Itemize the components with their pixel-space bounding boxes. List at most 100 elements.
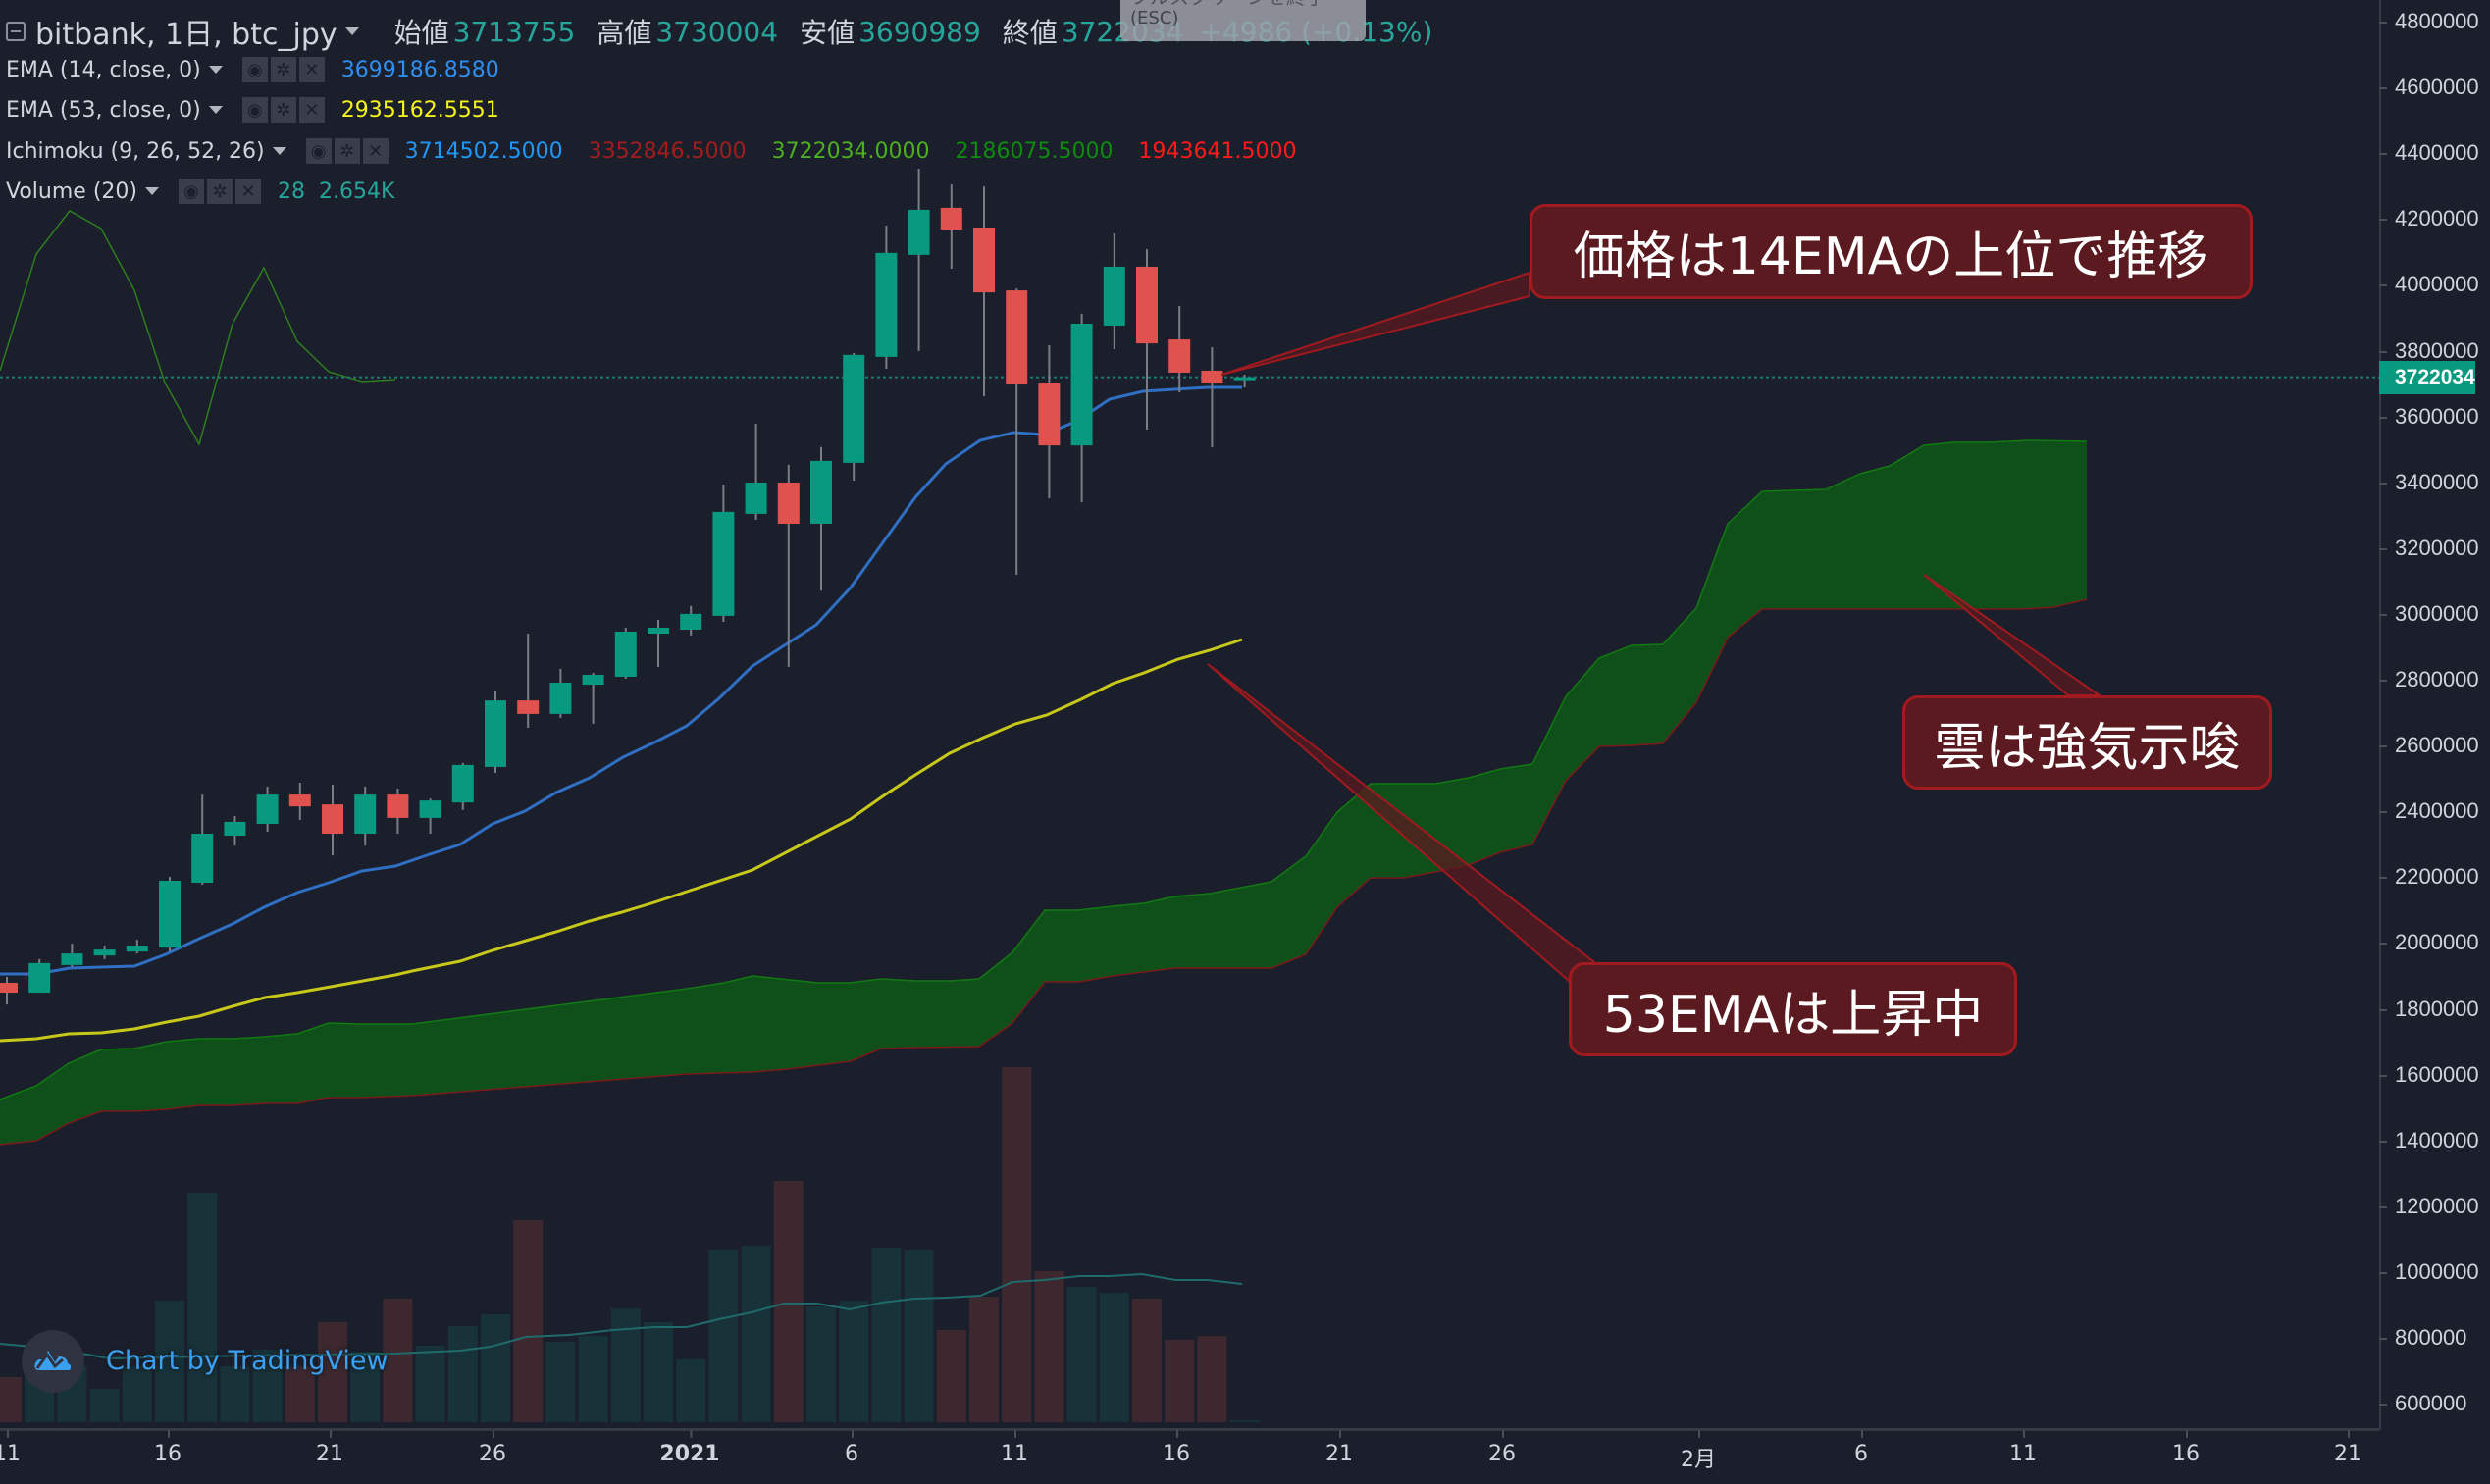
volume-bar [220, 1366, 250, 1422]
close-icon[interactable]: ✕ [298, 97, 325, 123]
volume-bar [969, 1297, 999, 1422]
tradingview-logo-icon[interactable] [22, 1330, 84, 1393]
candle-body [777, 483, 800, 524]
current-price-label: 3722034 [2379, 361, 2475, 394]
close-icon[interactable]: ✕ [298, 57, 325, 82]
eye-icon[interactable]: ◉ [178, 179, 204, 204]
volume-bar [545, 1342, 576, 1422]
volume-bar [383, 1299, 413, 1422]
price-tick-label: 4400000 [2379, 140, 2479, 166]
volume-bar [676, 1359, 706, 1422]
gear-icon[interactable]: ✲ [270, 57, 296, 82]
tooltip-text: フルスクリーンを終了 [1130, 0, 1356, 8]
volume-bar [285, 1366, 315, 1422]
candle-body [28, 962, 51, 994]
chevron-down-icon[interactable] [208, 66, 223, 74]
candle-body [322, 804, 343, 835]
close-icon[interactable]: ✕ [234, 179, 261, 204]
price-tick-label: 600000 [2378, 1391, 2466, 1416]
ichimoku-lagging-value: 3722034.0000 [771, 138, 930, 164]
symbol-title[interactable]: bitbank, 1日, btc_jpy [35, 18, 337, 52]
volume-bar [1034, 1271, 1064, 1422]
ohlc-open-label: 始値 [393, 17, 449, 49]
ohlc-high-label: 高値 [597, 17, 652, 49]
indicator-name[interactable]: Volume (20) [6, 179, 137, 204]
chevron-down-icon[interactable] [208, 106, 223, 114]
cloud-fill [0, 440, 2087, 1145]
volume-bar [481, 1314, 510, 1422]
volume-bar [0, 1377, 22, 1422]
ichimoku-cloud [0, 439, 2088, 1146]
indicator-row-volume: Volume (20) ◉ ✲ ✕ 28 2.654K [6, 179, 420, 204]
volume-bars [0, 1067, 1260, 1422]
candle-body [451, 764, 474, 803]
time-tick-label: 16 [1163, 1430, 1190, 1466]
volume-value: 28 [277, 179, 305, 204]
candle-body [485, 700, 506, 767]
volume-ma-value: 2.654K [318, 179, 395, 204]
volume-bar [122, 1366, 152, 1422]
annotation-callout-price-above-ema14[interactable]: 価格は14EMAの上位で推移 [1530, 204, 2253, 299]
volume-bar [644, 1322, 673, 1422]
eye-icon[interactable]: ◉ [241, 97, 268, 123]
candle-body [843, 354, 865, 463]
volume-bar [187, 1193, 218, 1422]
ema14-path [0, 385, 1242, 976]
senkou-b-line [0, 598, 2088, 1146]
time-tick-label: 11 [2009, 1430, 2037, 1466]
candle-body [680, 613, 702, 630]
annotation-callout-ema53-rising[interactable]: 53EMAは上昇中 [1569, 962, 2017, 1056]
indicator-name[interactable]: Ichimoku (9, 26, 52, 26) [6, 138, 265, 164]
gear-icon[interactable]: ✲ [334, 138, 360, 164]
price-tick-label: 800000 [2378, 1325, 2466, 1351]
candle-body [159, 880, 181, 948]
tradingview-watermark[interactable]: Chart by TradingView [106, 1346, 389, 1376]
candle-body [648, 627, 669, 635]
price-tick-label: 1000000 [2379, 1259, 2479, 1285]
chevron-down-icon[interactable] [344, 27, 359, 35]
volume-bar [447, 1326, 478, 1422]
ema53-line [0, 638, 1243, 1043]
price-axis[interactable] [2379, 0, 2490, 1430]
close-icon[interactable]: ✕ [362, 138, 389, 164]
candlesticks [0, 168, 1256, 1005]
ema14-value: 3699186.8580 [340, 57, 499, 82]
ichimoku-span-b-value: 1943641.5000 [1138, 138, 1297, 164]
indicator-name[interactable]: EMA (14, close, 0) [6, 57, 201, 82]
price-tick-label: 4800000 [2379, 9, 2479, 34]
eye-icon[interactable]: ◉ [305, 138, 332, 164]
time-axis[interactable] [0, 1428, 2379, 1484]
price-tick-label: 3400000 [2379, 470, 2479, 495]
volume-bar [578, 1336, 608, 1422]
volume-ma-line [0, 1272, 1243, 1360]
volume-bar [1165, 1340, 1195, 1422]
time-tick-label: 21 [2334, 1430, 2361, 1466]
time-tick-label: 6 [845, 1430, 858, 1466]
annotation-callout-cloud-bullish[interactable]: 雲は強気示唆 [1902, 695, 2272, 790]
volume-bar [904, 1250, 934, 1422]
eye-icon[interactable]: ◉ [241, 57, 268, 82]
ohlc-low-value: 3690989 [858, 15, 981, 48]
volume-bar [1132, 1299, 1162, 1422]
candle-body [1070, 323, 1093, 446]
ohlc-high-value: 3730004 [655, 15, 779, 48]
volume-bar [839, 1301, 869, 1422]
chevron-down-icon[interactable] [144, 187, 159, 195]
volume-bar [318, 1322, 347, 1422]
ichimoku-chikou-line [0, 210, 396, 446]
callout-pointer [1220, 271, 1530, 376]
ichimoku-span-a-value: 2186075.5000 [955, 138, 1114, 164]
candle-body [810, 460, 832, 524]
collapse-legend-icon[interactable] [6, 22, 26, 41]
price-tick-label: 4600000 [2379, 75, 2479, 100]
indicator-name[interactable]: EMA (53, close, 0) [6, 97, 201, 123]
volume-bar [350, 1352, 381, 1422]
price-tick-label: 2000000 [2379, 930, 2479, 955]
candle-body [517, 700, 540, 714]
gear-icon[interactable]: ✲ [270, 97, 296, 123]
candle-body [256, 794, 279, 824]
time-tick-label: 16 [154, 1430, 182, 1466]
gear-icon[interactable]: ✲ [206, 179, 233, 204]
chevron-down-icon[interactable] [272, 147, 286, 155]
time-tick-label: 21 [316, 1430, 343, 1466]
